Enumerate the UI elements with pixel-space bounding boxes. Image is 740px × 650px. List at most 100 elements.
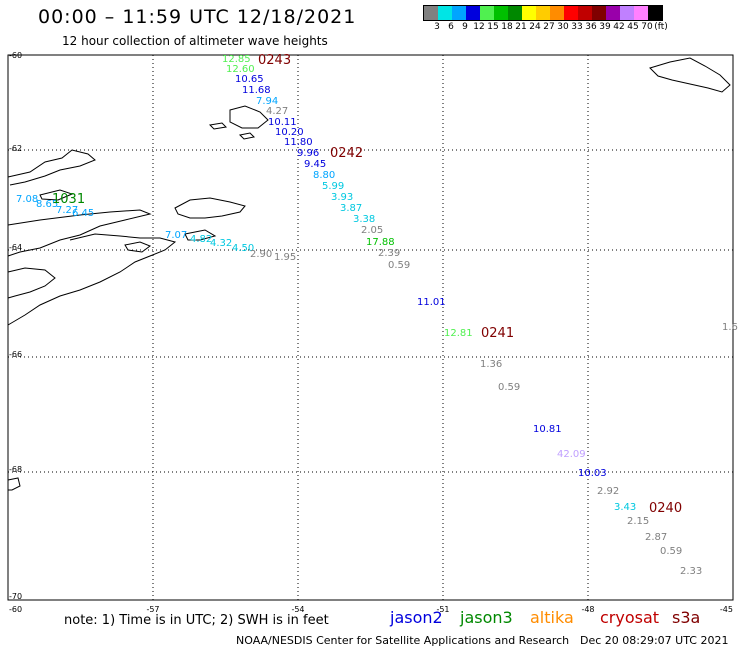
legend-cryosat: cryosat: [600, 608, 660, 627]
wave-height-value: 0.59: [498, 382, 520, 393]
pass-id-label: 0241: [481, 326, 514, 341]
scale-label: 21: [515, 22, 527, 32]
lat-label: -62: [9, 144, 22, 153]
graticule: [8, 55, 733, 600]
scale-label: (ft): [654, 22, 668, 32]
scale-label: 12: [473, 22, 485, 32]
scale-swatch: [648, 6, 662, 20]
lon-label: -51: [436, 605, 449, 614]
scale-swatch: [522, 6, 536, 20]
scale-label: 6: [448, 22, 454, 32]
scale-label: 39: [599, 22, 611, 32]
scale-swatch: [438, 6, 452, 20]
wave-height-value: 7.94: [256, 96, 278, 107]
scale-swatch: [634, 6, 648, 20]
wave-height-value: 10.11: [268, 117, 297, 128]
wave-height-value: 2.15: [627, 516, 649, 527]
wave-height-value: 2.90: [250, 249, 272, 260]
wave-height-value: 0.59: [660, 546, 682, 557]
wave-height-value: 2.05: [361, 225, 383, 236]
wave-height-value: 17.88: [366, 237, 395, 248]
wave-height-value: 5.99: [322, 181, 344, 192]
wave-height-value: 10.03: [578, 468, 607, 479]
scale-label: 27: [543, 22, 555, 32]
wave-height-value: 4.82: [190, 234, 212, 245]
wave-height-value: 10.81: [533, 424, 562, 435]
lat-label: -64: [9, 243, 22, 252]
wave-height-value: 10.65: [235, 74, 264, 85]
wave-height-value: 8.80: [313, 170, 335, 181]
wave-height-value: 2.92: [597, 486, 619, 497]
scale-swatch: [550, 6, 564, 20]
wave-height-value: 2.39: [378, 248, 400, 259]
wave-height-value: 3.38: [353, 214, 375, 225]
wave-height-value: 1.36: [480, 359, 502, 370]
scale-label: 24: [529, 22, 541, 32]
wave-height-value: 10.20: [275, 127, 304, 138]
wave-height-value: 11.01: [417, 297, 446, 308]
wave-height-value: 9.96: [297, 148, 319, 159]
wave-height-value: 4.50: [232, 243, 254, 254]
scale-label: 18: [501, 22, 513, 32]
lon-label: -45: [720, 605, 733, 614]
scale-label: 3: [434, 22, 440, 32]
scale-label: 15: [487, 22, 499, 32]
wave-height-value: 3.93: [331, 192, 353, 203]
wave-height-value: 7.08: [16, 194, 38, 205]
legend-s3a: s3a: [672, 608, 701, 627]
lon-label: -48: [581, 605, 594, 614]
wave-height-value: 4.32: [210, 238, 232, 249]
pass-id-label: 0242: [330, 146, 363, 161]
scale-swatch: [508, 6, 522, 20]
scale-swatch: [494, 6, 508, 20]
scale-swatch: [424, 6, 438, 20]
wave-height-value: 2.87: [645, 532, 667, 543]
wave-height-value: 4.27: [266, 106, 288, 117]
scale-swatch: [564, 6, 578, 20]
map-frame: [7, 54, 734, 601]
lon-label: -60: [9, 605, 22, 614]
wave-height-value: 1.95: [274, 252, 296, 263]
wave-height-value: 8.65: [36, 199, 58, 210]
lat-label: -66: [9, 350, 22, 359]
wave-height-value: 11.68: [242, 85, 271, 96]
map-title: 00:00 – 11:59 UTC 12/18/2021: [38, 6, 357, 28]
wave-height-value: 6.45: [72, 208, 94, 219]
wave-height-value: 0.59: [388, 260, 410, 271]
wave-height-value: 42.09: [557, 449, 586, 460]
timestamp-text: Dec 20 08:29:07 UTC 2021: [580, 634, 729, 647]
wave-height-value: 7.07: [165, 230, 187, 241]
lat-label: -60: [9, 51, 22, 60]
pass-id-label: 0243: [258, 53, 291, 68]
pass-id-labels: 0243 0242 1031 0241 0240: [52, 53, 682, 516]
wave-height-value: 2.33: [680, 566, 702, 577]
lat-label: -70: [9, 592, 22, 601]
scale-label: 42: [613, 22, 625, 32]
wave-height-value: 3.43: [614, 502, 636, 513]
scale-swatch: [480, 6, 494, 20]
scale-swatch: [606, 6, 620, 20]
wave-height-value: 9.45: [304, 159, 326, 170]
credit-text: NOAA/NESDIS Center for Satellite Applica…: [236, 634, 570, 647]
wave-height-value: 7.27: [56, 205, 78, 216]
axis-labels: -60 -62 -64 -66 -68 -70 -60 -57 -54 -51 -48 -45: [9, 51, 733, 614]
scale-swatch: [620, 6, 634, 20]
coastlines: [7, 57, 731, 491]
map-subtitle: 12 hour collection of altimeter wave hei…: [62, 34, 328, 48]
wave-height-value: 12.85: [222, 54, 251, 65]
wave-height-value: 1.6: [722, 322, 738, 333]
pass-id-label: 1031: [52, 192, 85, 207]
legend-jason3: jason3: [460, 608, 513, 627]
lon-label: -57: [146, 605, 159, 614]
lon-label: -54: [291, 605, 304, 614]
scale-swatch: [592, 6, 606, 20]
scale-swatch: [536, 6, 550, 20]
legend-altika: altika: [530, 608, 574, 627]
wave-height-value: 12.81: [444, 328, 473, 339]
wave-height-value: 12.60: [226, 64, 255, 75]
scale-label: 36: [585, 22, 597, 32]
scale-swatch: [578, 6, 592, 20]
note-text: note: 1) Time is in UTC; 2) SWH is in fe…: [64, 613, 329, 628]
